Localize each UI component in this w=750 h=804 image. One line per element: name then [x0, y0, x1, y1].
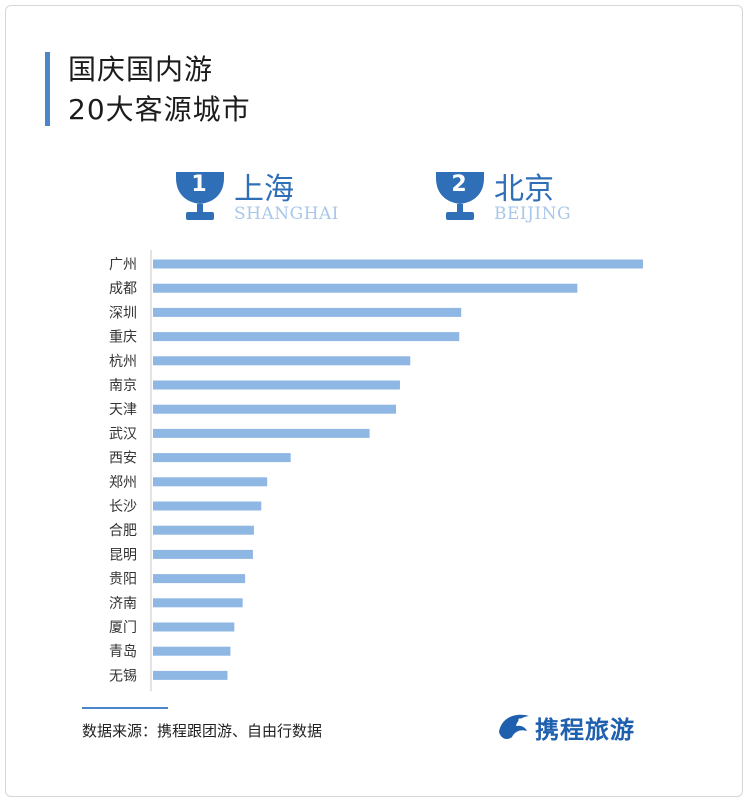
category-label: 济南: [109, 596, 137, 612]
rank-2-number: 2: [451, 172, 467, 197]
bar: [153, 549, 253, 559]
category-label: 成都: [109, 281, 137, 297]
bar: [153, 259, 643, 269]
bar: [153, 404, 397, 414]
bar: [153, 646, 231, 656]
rank-1-city-en: SHANGHAI: [234, 204, 340, 224]
bar: [153, 477, 268, 487]
bar: [153, 525, 254, 535]
source-divider: [82, 707, 168, 709]
bar: [153, 307, 462, 317]
category-label: 郑州: [109, 475, 137, 491]
rank-2-block: 2 北京 BEIJING: [432, 164, 632, 226]
bar: [153, 380, 400, 390]
category-label: 合肥: [109, 523, 137, 539]
bar: [153, 283, 578, 293]
bar: [153, 428, 370, 438]
title-line-1: 国庆国内游: [68, 53, 214, 86]
bar: [153, 453, 291, 463]
ctrip-logo: 携程旅游: [495, 708, 634, 744]
category-label: 深圳: [109, 305, 137, 321]
rank-1-city: 上海: [234, 172, 294, 207]
category-label: 贵阳: [109, 572, 137, 588]
category-label: 昆明: [109, 547, 137, 563]
rank-2-city: 北京: [494, 172, 554, 207]
category-label: 天津: [109, 402, 137, 418]
category-label: 武汉: [109, 426, 137, 442]
title-accent-bar: [45, 52, 50, 126]
rank-2-city-en: BEIJING: [494, 204, 572, 224]
category-label: 杭州: [109, 354, 137, 370]
dolphin-logo-icon: [499, 714, 529, 740]
category-label: 重庆: [109, 330, 137, 346]
bar: [153, 598, 243, 608]
bar: [153, 574, 246, 584]
bar: [153, 670, 228, 680]
category-label: 广州: [109, 257, 137, 273]
infographic-card: [5, 5, 743, 797]
bar: [153, 356, 411, 366]
category-label: 厦门: [109, 620, 137, 636]
trophy-icon: [176, 172, 224, 220]
rank-1-block: 1 上海 SHANGHAI: [172, 164, 372, 226]
data-source: 数据来源：携程跟团游、自由行数据: [82, 722, 323, 740]
category-label: 南京: [109, 378, 137, 394]
logo-text: 携程旅游: [535, 716, 635, 744]
category-label: 西安: [109, 451, 137, 467]
bar: [153, 622, 235, 632]
rank-1-number: 1: [191, 172, 207, 197]
title-line-2: 20大客源城市: [68, 93, 251, 126]
category-label: 无锡: [109, 668, 137, 684]
bar: [153, 332, 460, 342]
category-label: 长沙: [109, 499, 137, 515]
trophy-icon: [436, 172, 484, 220]
category-label: 青岛: [109, 644, 137, 660]
bar: [153, 501, 262, 511]
